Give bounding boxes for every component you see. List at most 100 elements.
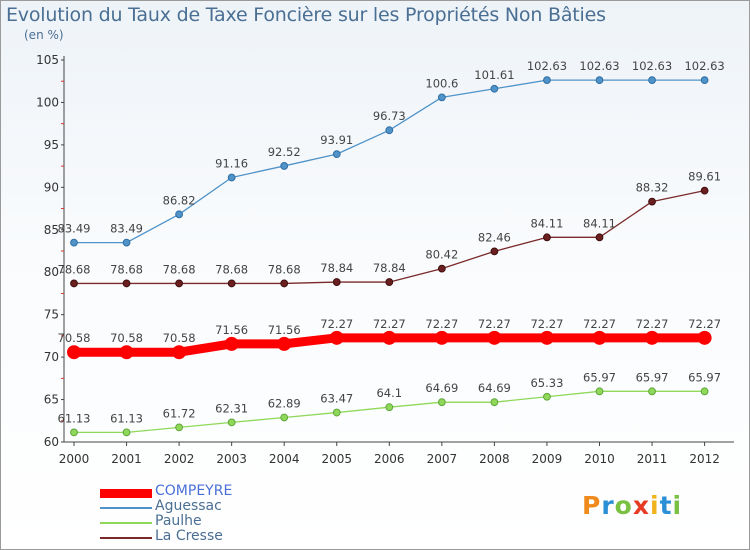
data-point	[70, 428, 78, 437]
x-tick-label: 2005	[321, 452, 352, 466]
data-point	[227, 173, 236, 182]
x-tick-label: 2004	[269, 452, 300, 466]
data-point	[487, 330, 502, 345]
legend-swatch	[100, 522, 152, 524]
data-point	[697, 330, 712, 345]
data-point	[280, 162, 289, 170]
legend-swatch	[100, 537, 152, 539]
data-point	[645, 330, 660, 345]
legend-label: Aguessac	[155, 498, 222, 514]
y-tick-label: 85	[44, 223, 59, 237]
data-label: 92.52	[268, 145, 301, 159]
y-tick-label: 80	[44, 265, 59, 279]
logo-letter: i	[650, 491, 660, 520]
data-label: 63.47	[320, 392, 353, 406]
x-tick-label: 2002	[164, 452, 195, 466]
data-point	[490, 84, 499, 93]
data-label: 71.56	[268, 323, 301, 337]
data-label: 100.6	[425, 76, 458, 90]
data-point	[175, 423, 184, 432]
y-tick-label: 95	[44, 138, 59, 152]
data-label: 72.27	[688, 317, 721, 331]
chart-title: Evolution du Taux de Taxe Foncière sur l…	[6, 4, 606, 26]
data-point	[175, 210, 184, 219]
series-compeyre: 70.58 70.58 70.58 71.56 71.56 72.27 72.27 72.27…	[58, 317, 721, 360]
data-label: 102.63	[579, 59, 619, 73]
logo-letter: i	[672, 491, 683, 520]
data-point	[539, 330, 554, 345]
data-label: 78.68	[163, 262, 196, 276]
legend-swatch	[100, 488, 152, 498]
series-paulhe: 61.13 61.13 61.72 62.31 62.89 63.47 64.1 64.69 6…	[58, 370, 721, 437]
data-point	[490, 247, 499, 256]
data-label: 84.11	[530, 216, 563, 230]
data-point	[277, 336, 292, 351]
series-aguessac: 83.49 83.49 86.82 91.16 92.52 93.91 96.73 100.6…	[58, 59, 725, 247]
legend-label: Paulhe	[155, 513, 202, 529]
data-point	[70, 279, 78, 288]
data-point	[227, 418, 236, 427]
data-point	[700, 387, 709, 396]
data-label: 102.63	[684, 59, 724, 73]
y-tick-label: 90	[44, 180, 59, 194]
data-point	[385, 126, 394, 135]
data-label: 72.27	[636, 317, 669, 331]
data-label: 102.63	[527, 59, 567, 73]
data-label: 78.68	[58, 262, 91, 276]
data-label: 72.27	[425, 317, 458, 331]
chart-subtitle: (en %)	[24, 28, 64, 42]
legend-label: COMPEYRE	[155, 483, 233, 499]
data-point	[648, 387, 656, 396]
data-point	[332, 150, 341, 159]
data-point	[280, 413, 289, 422]
data-label: 82.46	[478, 230, 511, 244]
x-tick-label: 2000	[59, 452, 90, 466]
data-point	[385, 278, 394, 286]
data-label: 72.27	[373, 317, 406, 331]
data-point	[280, 279, 289, 288]
logo-letter: P	[582, 491, 602, 520]
data-point	[385, 403, 394, 412]
data-point	[592, 330, 607, 345]
data-point	[490, 398, 499, 407]
data-label: 96.73	[373, 109, 406, 123]
data-label: 83.49	[110, 222, 143, 236]
data-point	[543, 233, 551, 242]
y-tick-label: 100	[36, 95, 59, 109]
data-label: 102.63	[632, 59, 672, 73]
data-label: 64.69	[478, 381, 511, 395]
data-label: 86.82	[163, 193, 196, 207]
x-tick-label: 2001	[111, 452, 142, 466]
data-label: 65.33	[530, 376, 563, 390]
data-label: 78.84	[373, 261, 406, 275]
data-label: 88.32	[636, 181, 669, 195]
data-label: 62.31	[215, 401, 248, 415]
data-label: 65.97	[636, 370, 669, 384]
x-tick-label: 2003	[216, 452, 247, 466]
data-point	[119, 345, 134, 360]
data-label: 101.61	[474, 68, 514, 82]
data-point	[175, 279, 184, 288]
data-point	[67, 345, 81, 360]
proxiti-logo: Proxiti	[582, 491, 682, 520]
data-label: 61.13	[110, 411, 143, 425]
data-label: 93.91	[320, 133, 353, 147]
x-tick-label: 2006	[374, 452, 405, 466]
data-label: 64.69	[425, 381, 458, 395]
series-la-cresse: 78.68 78.68 78.68 78.68 78.68 78.84 78.84 80.42…	[58, 170, 721, 288]
x-tick-label: 2009	[532, 452, 563, 466]
y-tick-label: 70	[44, 350, 59, 364]
data-label: 61.13	[58, 411, 91, 425]
data-point	[648, 197, 656, 206]
data-label: 70.58	[110, 331, 143, 345]
data-label: 65.97	[688, 370, 721, 384]
data-point	[122, 279, 131, 288]
logo-letter: o	[614, 491, 633, 520]
data-label: 89.61	[688, 170, 721, 184]
data-label: 84.11	[583, 216, 616, 230]
logo-letter: t	[659, 491, 673, 520]
legend-label: La Cresse	[155, 528, 223, 544]
data-label: 65.97	[583, 370, 616, 384]
x-tick-label: 2012	[689, 452, 720, 466]
